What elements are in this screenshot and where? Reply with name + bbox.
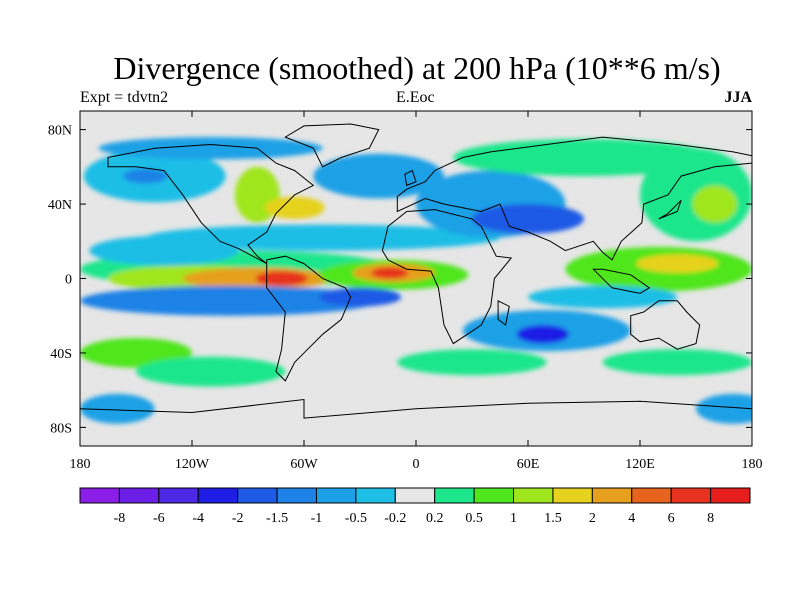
colorbar-label-7: -0.2 xyxy=(384,511,406,526)
x-tick-label-4: 60E xyxy=(517,457,540,472)
colorbar-label-0: -8 xyxy=(114,511,126,526)
colorbar-label-6: -0.5 xyxy=(345,511,367,526)
coastline-1 xyxy=(266,255,352,382)
y-tick-label-0: 80N xyxy=(48,124,72,139)
x-tick-label-3: 0 xyxy=(413,457,420,472)
page-title: Divergence (smoothed) at 200 hPa (10**6 … xyxy=(113,50,721,86)
colorbar-swatch-15 xyxy=(670,487,712,504)
colorbar-swatch-11 xyxy=(513,487,554,504)
colorbar-swatch-16 xyxy=(710,487,751,504)
colorbar-swatch-0 xyxy=(79,487,120,504)
colorbar-swatch-12 xyxy=(552,487,593,504)
colorbar: -8 -6 -4 -2 -1.5 -1 -0.5 -0.2 0.2 0.5 1 1.5 2 4 6 8 xyxy=(79,487,751,526)
right-subtitle: JJA xyxy=(724,89,752,106)
field-region-25 xyxy=(136,356,286,387)
field-region-11 xyxy=(145,224,500,251)
field-region-17 xyxy=(472,204,584,234)
coastline-5 xyxy=(630,300,701,350)
colorbar-label-9: 0.5 xyxy=(465,511,483,526)
colorbar-label-4: -1.5 xyxy=(266,511,288,526)
colorbar-swatch-3 xyxy=(197,487,239,504)
map-plot-area xyxy=(80,111,752,446)
coastline-0 xyxy=(107,143,315,265)
colorbar-label-3: -2 xyxy=(232,511,244,526)
field-region-12 xyxy=(80,285,379,316)
colorbar-label-2: -4 xyxy=(192,511,204,526)
left-subtitle: Expt = tdvtn2 xyxy=(80,89,169,106)
coastline-3 xyxy=(396,136,752,261)
colorbar-swatch-10 xyxy=(473,487,515,504)
colorbar-swatch-14 xyxy=(631,487,672,504)
colorbar-label-14: 6 xyxy=(668,511,675,526)
colorbar-label-15: 8 xyxy=(707,511,714,526)
field-region-32 xyxy=(528,285,678,309)
coastlines xyxy=(80,123,752,446)
x-tick-label-1: 120W xyxy=(175,457,210,472)
coastline-4 xyxy=(284,123,380,168)
x-tick-label-6: 180 xyxy=(742,457,763,472)
colorbar-label-13: 4 xyxy=(628,511,635,526)
colorbar-label-5: -1 xyxy=(311,511,323,526)
colorbar-swatch-9 xyxy=(434,487,475,504)
field-region-19 xyxy=(122,168,168,184)
field-region-26 xyxy=(397,349,547,376)
colorbar-label-11: 1.5 xyxy=(544,511,562,526)
coastline-9 xyxy=(404,169,417,187)
field-region-15 xyxy=(516,325,570,344)
field-region-13 xyxy=(318,287,402,307)
center-subtitle: E.Eoc xyxy=(396,89,435,106)
y-tick-label-3: 40S xyxy=(50,347,72,362)
coastline-6 xyxy=(80,398,752,446)
colorbar-swatch-2 xyxy=(158,487,199,504)
field-region-31 xyxy=(89,235,239,266)
colorbar-swatch-8 xyxy=(394,487,436,504)
y-tick-label-4: 80S xyxy=(50,421,72,436)
field-region-21 xyxy=(313,153,445,199)
map-axes: 80N 40N 0 40S 80S 180 120W 60W 0 60E 120E 180 xyxy=(48,111,763,472)
coastline-8 xyxy=(658,199,682,220)
colorbar-swatch-7 xyxy=(355,487,396,504)
field-region-29 xyxy=(696,393,752,424)
colorbar-swatch-5 xyxy=(276,487,317,504)
coastline-10 xyxy=(497,299,510,326)
x-tick-label-5: 120E xyxy=(625,457,655,472)
colorbar-swatch-1 xyxy=(118,487,160,504)
x-tick-label-0: 180 xyxy=(70,457,91,472)
colorbar-swatch-13 xyxy=(591,487,633,504)
field-region-28 xyxy=(80,393,155,424)
y-tick-label-2: 0 xyxy=(65,273,72,288)
field-region-27 xyxy=(602,349,752,376)
colorbar-label-1: -6 xyxy=(153,511,165,526)
colorbar-label-10: 1 xyxy=(510,511,517,526)
y-tick-label-1: 40N xyxy=(48,198,72,213)
field-region-23 xyxy=(264,196,325,219)
field-region-30 xyxy=(98,137,323,160)
colorbar-label-12: 2 xyxy=(589,511,596,526)
field-region-6 xyxy=(371,267,409,279)
coastline-2 xyxy=(381,209,513,345)
colorbar-swatch-6 xyxy=(315,487,357,504)
x-tick-label-2: 60W xyxy=(290,457,318,472)
colorbar-label-8: 0.2 xyxy=(426,511,444,526)
field-region-10 xyxy=(692,185,738,223)
coastline-7 xyxy=(592,268,651,294)
colorbar-swatch-4 xyxy=(237,487,278,504)
field-region-8 xyxy=(636,254,719,273)
field-region-3 xyxy=(255,271,308,286)
